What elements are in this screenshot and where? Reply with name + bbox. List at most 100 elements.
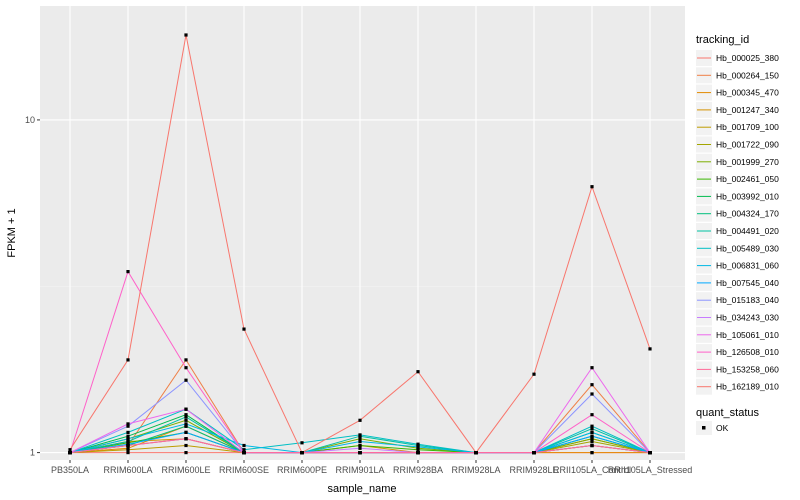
data-point xyxy=(184,378,188,382)
data-point xyxy=(358,433,362,437)
data-point xyxy=(590,427,594,431)
data-point xyxy=(242,443,246,448)
legend-label: Hb_007545_040 xyxy=(716,278,779,288)
data-point xyxy=(126,422,130,426)
data-point xyxy=(126,437,130,441)
legend-label: Hb_162189_010 xyxy=(716,382,779,392)
data-point xyxy=(126,358,130,362)
data-point xyxy=(416,445,420,449)
data-point xyxy=(184,413,188,417)
data-point xyxy=(184,437,188,441)
data-point xyxy=(590,451,594,455)
legend-label: Hb_004491_020 xyxy=(716,226,779,236)
data-point xyxy=(358,443,362,448)
data-point xyxy=(358,446,362,450)
legend-label: Hb_005489_030 xyxy=(716,243,779,253)
data-point xyxy=(126,439,130,444)
data-point xyxy=(184,422,188,426)
data-point xyxy=(358,439,362,444)
legend-label: Hb_000025_380 xyxy=(716,53,779,63)
x-tick-label: RRIM901LA xyxy=(335,465,384,475)
data-point xyxy=(590,383,594,387)
data-point xyxy=(300,451,304,455)
data-point xyxy=(590,443,594,448)
data-point xyxy=(648,451,652,455)
data-point xyxy=(126,443,130,448)
data-point xyxy=(126,451,130,455)
x-tick-label: RRIM928BA xyxy=(393,465,443,475)
legend: tracking_id Hb_000025_380Hb_000264_150Hb… xyxy=(696,34,779,435)
x-tick-label: RRIM600LE xyxy=(161,465,210,475)
data-point xyxy=(184,407,188,411)
data-point xyxy=(590,430,594,434)
data-point xyxy=(126,448,130,452)
data-point xyxy=(300,441,304,445)
y-axis-title: FPKM + 1 xyxy=(6,208,18,257)
y-tick-label: 1 xyxy=(30,448,35,458)
data-point xyxy=(590,185,594,189)
x-tick-label: RRIM600PE xyxy=(277,465,327,475)
data-point xyxy=(126,434,130,438)
data-point xyxy=(126,430,130,434)
data-point xyxy=(474,451,478,455)
data-point xyxy=(184,415,188,419)
data-point xyxy=(242,451,246,455)
data-point xyxy=(184,358,188,362)
data-point xyxy=(184,451,188,455)
x-axis-title: sample_name xyxy=(327,483,396,495)
point-legend-title: quant_status xyxy=(696,407,759,419)
legend-label: Hb_004324_170 xyxy=(716,209,779,219)
data-point xyxy=(590,392,594,396)
data-point xyxy=(590,437,594,441)
data-point xyxy=(184,424,188,428)
data-point xyxy=(358,418,362,422)
legend-items: Hb_000025_380 Hb_000264_150 Hb_000345_470 H… xyxy=(696,50,779,395)
data-point xyxy=(532,451,536,455)
x-tick-label: RRIM600SE xyxy=(219,465,269,475)
data-point xyxy=(68,451,72,455)
data-point xyxy=(126,424,130,428)
y-tick-label: 10 xyxy=(25,115,35,125)
data-point xyxy=(416,451,420,455)
data-point xyxy=(68,448,72,452)
x-axis: PB350LA RRIM600LA RRIM600LE RRIM600SE RRIM60… xyxy=(51,460,692,475)
data-point xyxy=(590,424,594,428)
point-legend-label: OK xyxy=(716,423,729,433)
data-point xyxy=(648,347,652,351)
x-tick-label: RRII105LA_Stressed xyxy=(608,465,693,475)
legend-label: Hb_034243_030 xyxy=(716,313,779,323)
x-tick-label: RRII105LA_Control xyxy=(553,465,631,475)
legend-label: Hb_000264_150 xyxy=(716,70,779,80)
legend-label: Hb_002461_050 xyxy=(716,174,779,184)
legend-label: Hb_003992_010 xyxy=(716,191,779,201)
legend-label: Hb_001722_090 xyxy=(716,140,779,150)
data-point xyxy=(532,372,536,376)
data-point xyxy=(590,434,594,438)
x-tick-label: RRIM600LA xyxy=(103,465,152,475)
data-point xyxy=(184,418,188,422)
legend-title: tracking_id xyxy=(696,34,749,46)
x-tick-label: RRIM928LE xyxy=(509,465,558,475)
x-tick-label: RRIM928LA xyxy=(451,465,500,475)
data-point xyxy=(416,442,420,446)
data-point xyxy=(590,439,594,444)
data-point xyxy=(126,270,130,274)
data-point xyxy=(184,430,188,434)
data-point xyxy=(242,448,246,452)
legend-label: Hb_153258_060 xyxy=(716,364,779,374)
legend-label: Hb_015183_040 xyxy=(716,295,779,305)
legend-label: Hb_126508_010 xyxy=(716,347,779,357)
data-point xyxy=(358,437,362,441)
legend-label: Hb_001247_340 xyxy=(716,105,779,115)
points xyxy=(68,33,652,455)
legend-label: Hb_001709_100 xyxy=(716,122,779,132)
data-point xyxy=(184,366,188,370)
legend-label: Hb_000345_470 xyxy=(716,88,779,98)
data-point xyxy=(590,366,594,370)
data-point xyxy=(358,451,362,455)
data-point xyxy=(590,413,594,417)
data-point xyxy=(416,448,420,452)
y-axis: 1 10 xyxy=(25,115,40,458)
legend-label: Hb_001999_270 xyxy=(716,157,779,167)
data-point xyxy=(184,33,188,37)
